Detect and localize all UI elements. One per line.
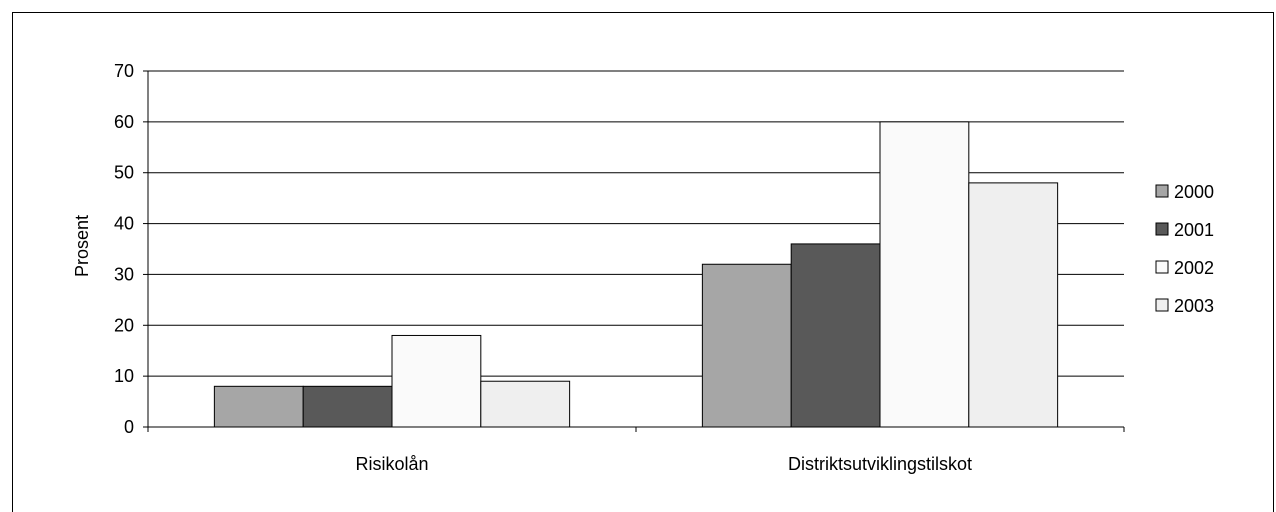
y-tick-label: 20	[114, 315, 134, 335]
y-tick-label: 10	[114, 366, 134, 386]
x-category-label: Risikolån	[355, 454, 428, 474]
bar-2003-1	[480, 380, 571, 428]
legend-swatch	[1155, 222, 1169, 236]
axes	[143, 70, 1125, 432]
y-tick-label: 50	[114, 163, 134, 183]
legend-label: 2001	[1174, 220, 1214, 240]
legend-swatch	[1155, 260, 1169, 274]
y-tick-label: 0	[124, 417, 134, 437]
bar-2001-2	[790, 243, 881, 428]
y-tick-label: 40	[114, 214, 134, 234]
y-tick-labels: 0 10 20 30 40 50 60 70	[114, 61, 134, 437]
chart-frame	[12, 12, 1274, 512]
x-category-labels: Risikolån Distriktsutviklingstilskot	[355, 454, 972, 474]
y-axis-label: Prosent	[72, 215, 92, 277]
legend-label: 2000	[1174, 182, 1214, 202]
bar-2003-2	[968, 182, 1059, 428]
y-tick-label: 60	[114, 112, 134, 132]
y-tick-label: 30	[114, 264, 134, 284]
bars	[213, 121, 1059, 428]
x-category-label: Distriktsutviklingstilskot	[788, 454, 972, 474]
legend-label: 2002	[1174, 258, 1214, 278]
bar-2000-1	[213, 385, 304, 428]
bar-2002-2	[879, 121, 970, 428]
legend-swatch	[1155, 298, 1169, 312]
legend-swatch	[1155, 184, 1169, 198]
bar-2001-1	[302, 385, 393, 428]
gridlines	[148, 70, 1124, 377]
y-tick-label: 70	[114, 61, 134, 81]
legend-label: 2003	[1174, 296, 1214, 316]
legend: 2000 2001 2002 2003	[1155, 182, 1214, 316]
bar-2000-2	[701, 263, 792, 428]
bar-2002-1	[391, 334, 482, 428]
